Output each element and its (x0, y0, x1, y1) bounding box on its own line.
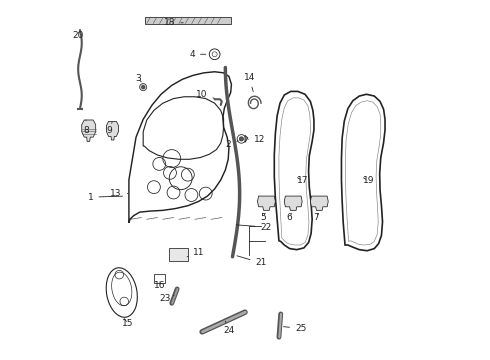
Text: 21: 21 (237, 256, 267, 267)
Text: 4: 4 (189, 50, 206, 59)
Polygon shape (310, 196, 328, 210)
Text: 14: 14 (244, 73, 255, 91)
Text: 23: 23 (159, 294, 174, 303)
Text: 8: 8 (83, 120, 89, 135)
Text: 24: 24 (223, 321, 235, 334)
Text: 5: 5 (260, 213, 266, 222)
Text: 3: 3 (135, 74, 141, 83)
Text: 17: 17 (297, 176, 309, 185)
Text: 9: 9 (106, 122, 112, 135)
Text: 20: 20 (72, 31, 83, 40)
Text: 13: 13 (110, 189, 128, 198)
Text: 10: 10 (196, 90, 215, 99)
Text: 6: 6 (287, 213, 293, 222)
Text: 25: 25 (284, 324, 306, 333)
Polygon shape (258, 196, 275, 210)
Polygon shape (82, 120, 96, 141)
Text: 18: 18 (164, 18, 183, 27)
Text: 19: 19 (363, 176, 374, 185)
Polygon shape (106, 121, 119, 140)
Circle shape (239, 137, 244, 141)
FancyBboxPatch shape (169, 248, 188, 261)
Polygon shape (284, 196, 302, 210)
Text: 11: 11 (187, 248, 205, 257)
FancyBboxPatch shape (145, 17, 231, 23)
Polygon shape (245, 135, 248, 143)
Text: 22: 22 (236, 222, 272, 231)
Text: 16: 16 (154, 281, 166, 290)
Text: 2: 2 (226, 140, 238, 149)
Text: 1: 1 (88, 193, 122, 202)
Circle shape (142, 85, 145, 89)
Text: 15: 15 (122, 319, 134, 328)
Circle shape (140, 84, 147, 91)
Text: 12: 12 (248, 135, 265, 144)
Text: 7: 7 (314, 213, 319, 222)
